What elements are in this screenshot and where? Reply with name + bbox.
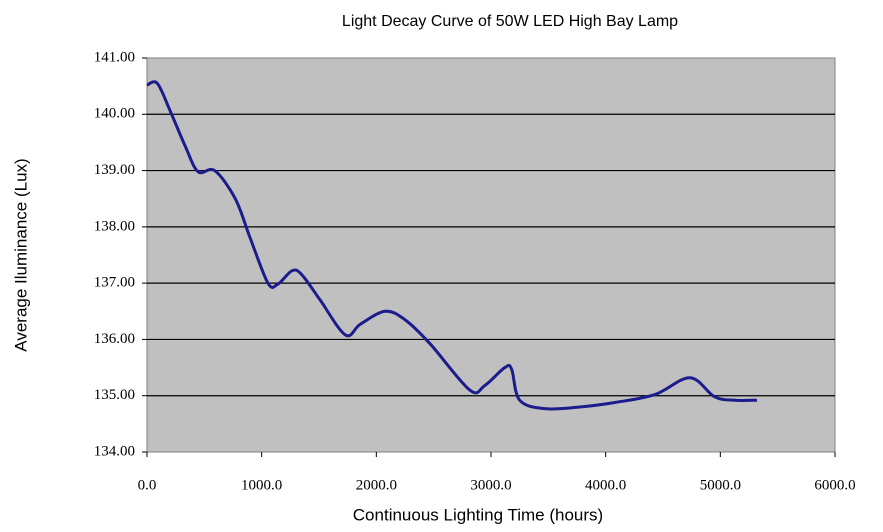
x-tick-label: 2000.0 bbox=[356, 477, 397, 493]
y-tick-label: 137.00 bbox=[94, 275, 135, 291]
chart-title: Light Decay Curve of 50W LED High Bay La… bbox=[342, 13, 678, 30]
y-tick-label: 136.00 bbox=[94, 331, 135, 347]
y-tick-label: 140.00 bbox=[94, 106, 135, 122]
data-line bbox=[146, 80, 758, 411]
x-tick-label: 4000.0 bbox=[585, 477, 626, 493]
y-tick-label: 135.00 bbox=[94, 387, 135, 403]
x-tick-label: 6000.0 bbox=[814, 477, 855, 493]
x-axis-label: Continuous Lighting Time (hours) bbox=[353, 505, 603, 524]
y-tick-label: 139.00 bbox=[94, 162, 135, 178]
plot-area bbox=[146, 57, 836, 453]
y-axis-label: Average Iluminance (Lux) bbox=[11, 158, 30, 351]
x-tick-label: 5000.0 bbox=[700, 477, 741, 493]
x-tick-label: 3000.0 bbox=[470, 477, 511, 493]
y-tick-label: 134.00 bbox=[94, 443, 135, 459]
x-tick-label: 0.0 bbox=[138, 477, 157, 493]
y-tick-label: 138.00 bbox=[94, 218, 135, 234]
y-tick-label: 141.00 bbox=[94, 49, 135, 65]
x-tick-label: 1000.0 bbox=[241, 477, 282, 493]
